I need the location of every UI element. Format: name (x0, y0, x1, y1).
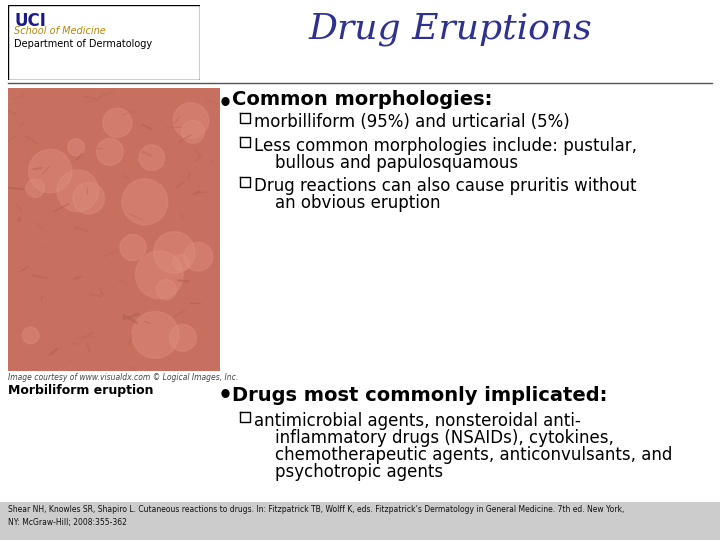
Text: psychotropic agents: psychotropic agents (254, 463, 443, 481)
Text: Common morphologies:: Common morphologies: (232, 90, 492, 109)
Circle shape (68, 139, 84, 156)
Text: •: • (218, 384, 233, 408)
Circle shape (29, 150, 72, 193)
Circle shape (73, 183, 104, 214)
Text: Less common morphologies include: pustular,: Less common morphologies include: pustul… (254, 137, 637, 155)
Circle shape (22, 327, 39, 344)
Circle shape (156, 280, 176, 300)
Text: bullous and papulosquamous: bullous and papulosquamous (254, 154, 518, 172)
Text: School of Medicine: School of Medicine (14, 26, 106, 36)
Circle shape (174, 103, 209, 138)
Circle shape (96, 138, 123, 165)
Text: Morbiliform eruption: Morbiliform eruption (8, 384, 153, 397)
Text: inflammatory drugs (NSAIDs), cytokines,: inflammatory drugs (NSAIDs), cytokines, (254, 429, 614, 447)
Circle shape (135, 251, 183, 299)
Text: morbilliform (95%) and urticarial (5%): morbilliform (95%) and urticarial (5%) (254, 113, 570, 131)
Circle shape (139, 145, 165, 171)
Text: UCI: UCI (14, 12, 46, 30)
Circle shape (153, 232, 195, 273)
Text: •: • (218, 92, 233, 116)
Text: chemotherapeutic agents, anticonvulsants, and: chemotherapeutic agents, anticonvulsants… (254, 446, 672, 464)
Text: Drug Eruptions: Drug Eruptions (308, 12, 592, 46)
Text: Department of Dermatology: Department of Dermatology (14, 39, 152, 49)
Text: Drugs most commonly implicated:: Drugs most commonly implicated: (232, 386, 608, 405)
Text: an obvious eruption: an obvious eruption (254, 194, 441, 212)
Text: antimicrobial agents, nonsteroidal anti-: antimicrobial agents, nonsteroidal anti- (254, 412, 581, 430)
Circle shape (173, 254, 189, 271)
Circle shape (132, 312, 179, 358)
Text: NY: McGraw-Hill; 2008:355-362: NY: McGraw-Hill; 2008:355-362 (8, 518, 127, 527)
Circle shape (122, 179, 168, 225)
Circle shape (57, 170, 99, 212)
Circle shape (26, 179, 45, 198)
Circle shape (184, 242, 212, 271)
Text: Drug reactions can also cause pruritis without: Drug reactions can also cause pruritis w… (254, 177, 636, 195)
Circle shape (181, 120, 204, 143)
Circle shape (120, 234, 146, 260)
Text: Shear NH, Knowles SR, Shapiro L. Cutaneous reactions to drugs. In: Fitzpatrick T: Shear NH, Knowles SR, Shapiro L. Cutaneo… (8, 505, 624, 514)
Circle shape (103, 108, 132, 137)
Circle shape (169, 325, 197, 352)
Text: Image courtesy of www.visualdx.com © Logical Images, Inc.: Image courtesy of www.visualdx.com © Log… (8, 373, 238, 382)
